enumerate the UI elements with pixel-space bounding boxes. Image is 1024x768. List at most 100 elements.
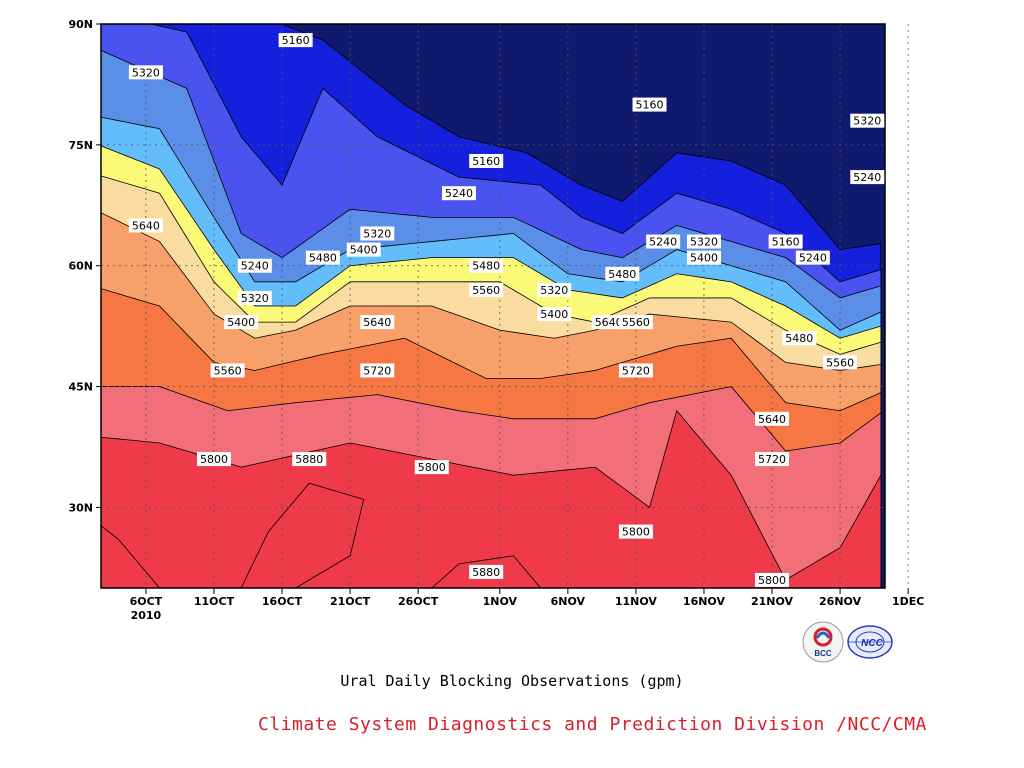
contour-label-bg-37 (618, 524, 653, 539)
contour-label-bg-29 (210, 363, 245, 378)
contour-label-27: 5480 (785, 332, 813, 345)
x-tick-label-0: 6OCT (130, 595, 163, 608)
x-tick-label-10: 26NOV (819, 595, 862, 608)
contour-label-0: 5160 (282, 34, 310, 47)
contour-label-11: 5160 (772, 236, 800, 249)
contour-label-bg-21 (237, 290, 272, 305)
contour-label-bg-7 (128, 218, 163, 233)
x-tick-label-8: 16NOV (683, 595, 726, 608)
x-tick-label-5: 1NOV (483, 595, 518, 608)
contour-label-20: 5560 (472, 284, 500, 297)
y-tick-label-4: 90N (68, 18, 93, 31)
x-tick-label-3: 21OCT (330, 595, 371, 608)
contour-label-bg-26 (618, 315, 653, 330)
x-tick-label-7: 11NOV (615, 595, 658, 608)
contour-label-26: 5560 (622, 316, 650, 329)
bcc-logo-text: BCC (814, 649, 832, 658)
contour-label-14: 5400 (350, 244, 378, 257)
contour-label-bg-23 (224, 315, 259, 330)
contour-label-29: 5560 (214, 364, 242, 377)
x-tick-label-11: 1DEC (892, 595, 924, 608)
contour-label-bg-30 (360, 363, 395, 378)
contour-label-bg-14 (346, 242, 381, 257)
contour-label-7: 5640 (132, 219, 160, 232)
x-tick-label-9: 21NOV (751, 595, 794, 608)
contour-label-4: 5160 (472, 155, 500, 168)
chart-title: Ural Daily Blocking Observations (gpm) (340, 672, 684, 690)
contour-label-38: 5880 (472, 566, 500, 579)
contour-label-39: 5800 (758, 574, 786, 587)
y-tick-label-1: 45N (68, 381, 93, 394)
x-tick-label-4: 26OCT (398, 595, 439, 608)
contour-label-bg-15 (469, 258, 504, 273)
contour-label-bg-27 (782, 331, 817, 346)
contour-label-2: 5160 (636, 99, 664, 112)
contour-label-35: 5800 (418, 461, 446, 474)
contour-label-15: 5480 (472, 260, 500, 273)
contour-label-bg-31 (618, 363, 653, 378)
contour-label-bg-35 (414, 460, 449, 475)
contour-label-17: 5240 (799, 252, 827, 265)
contour-label-12: 5240 (241, 260, 269, 273)
contour-label-bg-28 (823, 355, 858, 370)
x-axis: 6OCT 11OCT 16OCT 21OCT 26OCT 1NOV 6NOV 11NOV 16N… (130, 588, 924, 622)
ncc-logo: NCC (847, 625, 893, 659)
contour-label-8: 5320 (363, 227, 391, 240)
contour-label-13: 5480 (309, 252, 337, 265)
contour-pocket-2 (101, 525, 161, 588)
plot-frame (100, 23, 886, 589)
contour-label-30: 5720 (363, 364, 391, 377)
x-tick-label-1: 11OCT (194, 595, 235, 608)
contour-label-bg-18 (605, 266, 640, 281)
contour-label-10: 5320 (690, 236, 718, 249)
contour-label-bg-32 (755, 411, 790, 426)
contour-label-36: 5720 (758, 453, 786, 466)
contour-label-bg-12 (237, 258, 272, 273)
contour-label-19: 5320 (540, 284, 568, 297)
contour-labels: 5160 5320 5160 5320 5160 5240 5240 5640 5320 5240… (128, 33, 885, 587)
contour-label-bg-39 (755, 572, 790, 587)
contour-label-bg-22 (537, 307, 572, 322)
contour-label-bg-20 (469, 282, 504, 297)
contour-label-bg-17 (795, 250, 830, 265)
y-tick-label-0: 30N (68, 501, 93, 514)
contour-label-34: 5880 (295, 453, 323, 466)
contour-label-24: 5640 (363, 316, 391, 329)
contour-label-bg-24 (360, 315, 395, 330)
contour-label-bg-8 (360, 226, 395, 241)
y-axis: 30N 45N 60N 75N 90N (68, 18, 101, 514)
contour-label-1: 5320 (132, 66, 160, 79)
contour-label-bg-11 (768, 234, 803, 249)
x-year-label: 2010 (131, 609, 162, 622)
contour-label-bg-4 (469, 153, 504, 168)
contour-label-bg-6 (441, 186, 476, 201)
contour-label-bg-3 (850, 113, 885, 128)
contour-label-3: 5320 (853, 115, 881, 128)
contour-label-32: 5640 (758, 413, 786, 426)
contour-label-bg-10 (686, 234, 721, 249)
contour-label-23: 5400 (227, 316, 255, 329)
contour-label-bg-25 (591, 315, 626, 330)
contour-label-18: 5480 (608, 268, 636, 281)
contour-label-bg-34 (292, 452, 327, 467)
contour-label-21: 5320 (241, 292, 269, 305)
ncc-logo-text: NCC (861, 638, 883, 649)
contour-label-bg-1 (128, 65, 163, 80)
contour-label-bg-33 (196, 452, 231, 467)
contour-label-22: 5400 (540, 308, 568, 321)
contour-label-bg-36 (755, 452, 790, 467)
contour-label-6: 5240 (445, 187, 473, 200)
contour-label-bg-5 (850, 170, 885, 185)
contour-label-bg-9 (646, 234, 681, 249)
contour-label-16: 5400 (690, 252, 718, 265)
y-tick-label-3: 75N (68, 139, 93, 152)
contour-label-25: 5640 (595, 316, 623, 329)
contour-label-bg-0 (278, 33, 313, 48)
contour-label-33: 5800 (200, 453, 228, 466)
contour-label-5: 5240 (853, 171, 881, 184)
x-tick-label-2: 16OCT (262, 595, 303, 608)
contour-label-bg-16 (686, 250, 721, 265)
contour-label-28: 5560 (826, 356, 854, 369)
contour-label-bg-38 (469, 564, 504, 579)
